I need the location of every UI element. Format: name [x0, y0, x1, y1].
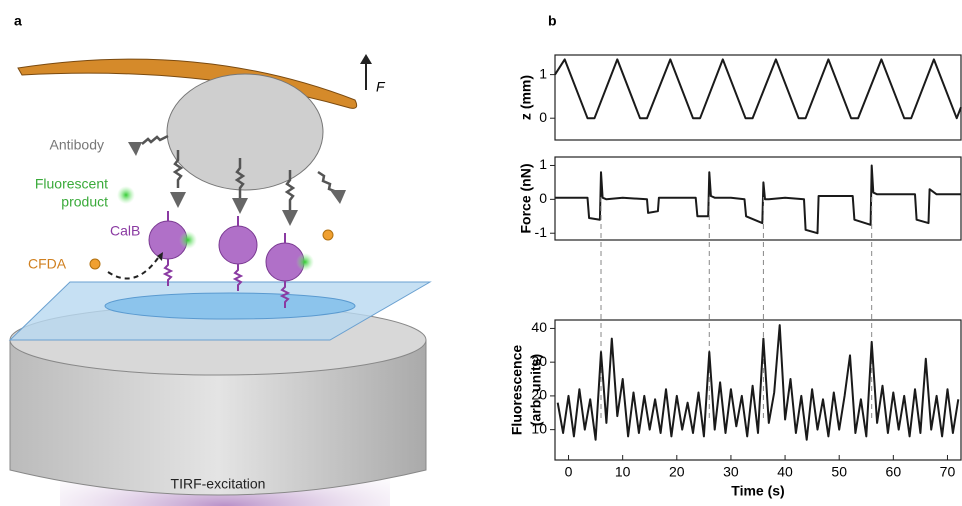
- product-dot: [117, 186, 135, 204]
- y-tick-label: 1: [539, 65, 547, 81]
- x-tick-label: 0: [565, 464, 573, 480]
- product-dot: [296, 253, 314, 271]
- x-axis-label: Time (s): [731, 483, 784, 499]
- x-tick-label: 20: [669, 464, 685, 480]
- antibodies: [141, 134, 338, 210]
- x-tick-label: 50: [831, 464, 847, 480]
- data-line: [556, 324, 960, 441]
- panel-label: b: [548, 13, 557, 29]
- product-label: Fluorescent: [35, 176, 108, 192]
- data-line: [554, 58, 962, 120]
- y-axis-label: (arb. units): [528, 354, 544, 426]
- cfda-dot: [89, 258, 101, 270]
- calb-label: CalB: [110, 223, 140, 239]
- cfda-label: CFDA: [28, 256, 67, 272]
- y-axis-label: z (mm): [518, 75, 534, 120]
- force-label: F: [376, 79, 386, 95]
- y-tick-label: 0: [539, 190, 547, 206]
- product-dot: [179, 231, 197, 249]
- plot-frame: [554, 319, 962, 461]
- objective: [9, 339, 427, 496]
- tirf-label: TIRF-excitation: [171, 476, 266, 492]
- cantilever: [17, 58, 358, 109]
- antibody-tips: [128, 142, 346, 226]
- y-axis-label: Force (nN): [518, 164, 534, 234]
- plot-frame: [554, 54, 962, 141]
- x-tick-label: 30: [723, 464, 739, 480]
- calb: [148, 220, 305, 282]
- y-tick-label: 30: [531, 353, 547, 369]
- antibody-label: Antibody: [50, 137, 104, 153]
- arrow-head: [157, 252, 163, 261]
- bead: [166, 73, 324, 191]
- y-tick-label: 1: [539, 156, 547, 172]
- diagram: F Antibody Fluorescent product CalB CFDA…: [8, 54, 432, 506]
- cfda-dot: [322, 229, 334, 241]
- x-tick-label: 70: [940, 464, 956, 480]
- x-tick-label: 40: [777, 464, 793, 480]
- data-line: [555, 164, 961, 235]
- arrow-head: [360, 54, 372, 64]
- linkers: [162, 211, 291, 308]
- y-tick-label: 40: [531, 319, 547, 335]
- y-tick-label: 20: [531, 387, 547, 403]
- y-tick-label: 10: [531, 420, 547, 436]
- x-tick-label: 60: [886, 464, 902, 480]
- y-tick-label: 0: [539, 109, 547, 125]
- x-tick-label: 10: [615, 464, 631, 480]
- y-tick-label: -1: [535, 224, 548, 240]
- tirf-spot: [104, 292, 356, 320]
- reaction-arrow: [107, 257, 159, 280]
- product-label: product: [61, 194, 108, 210]
- panel-label: a: [14, 13, 22, 29]
- y-axis-label: Fluorescence: [509, 345, 525, 435]
